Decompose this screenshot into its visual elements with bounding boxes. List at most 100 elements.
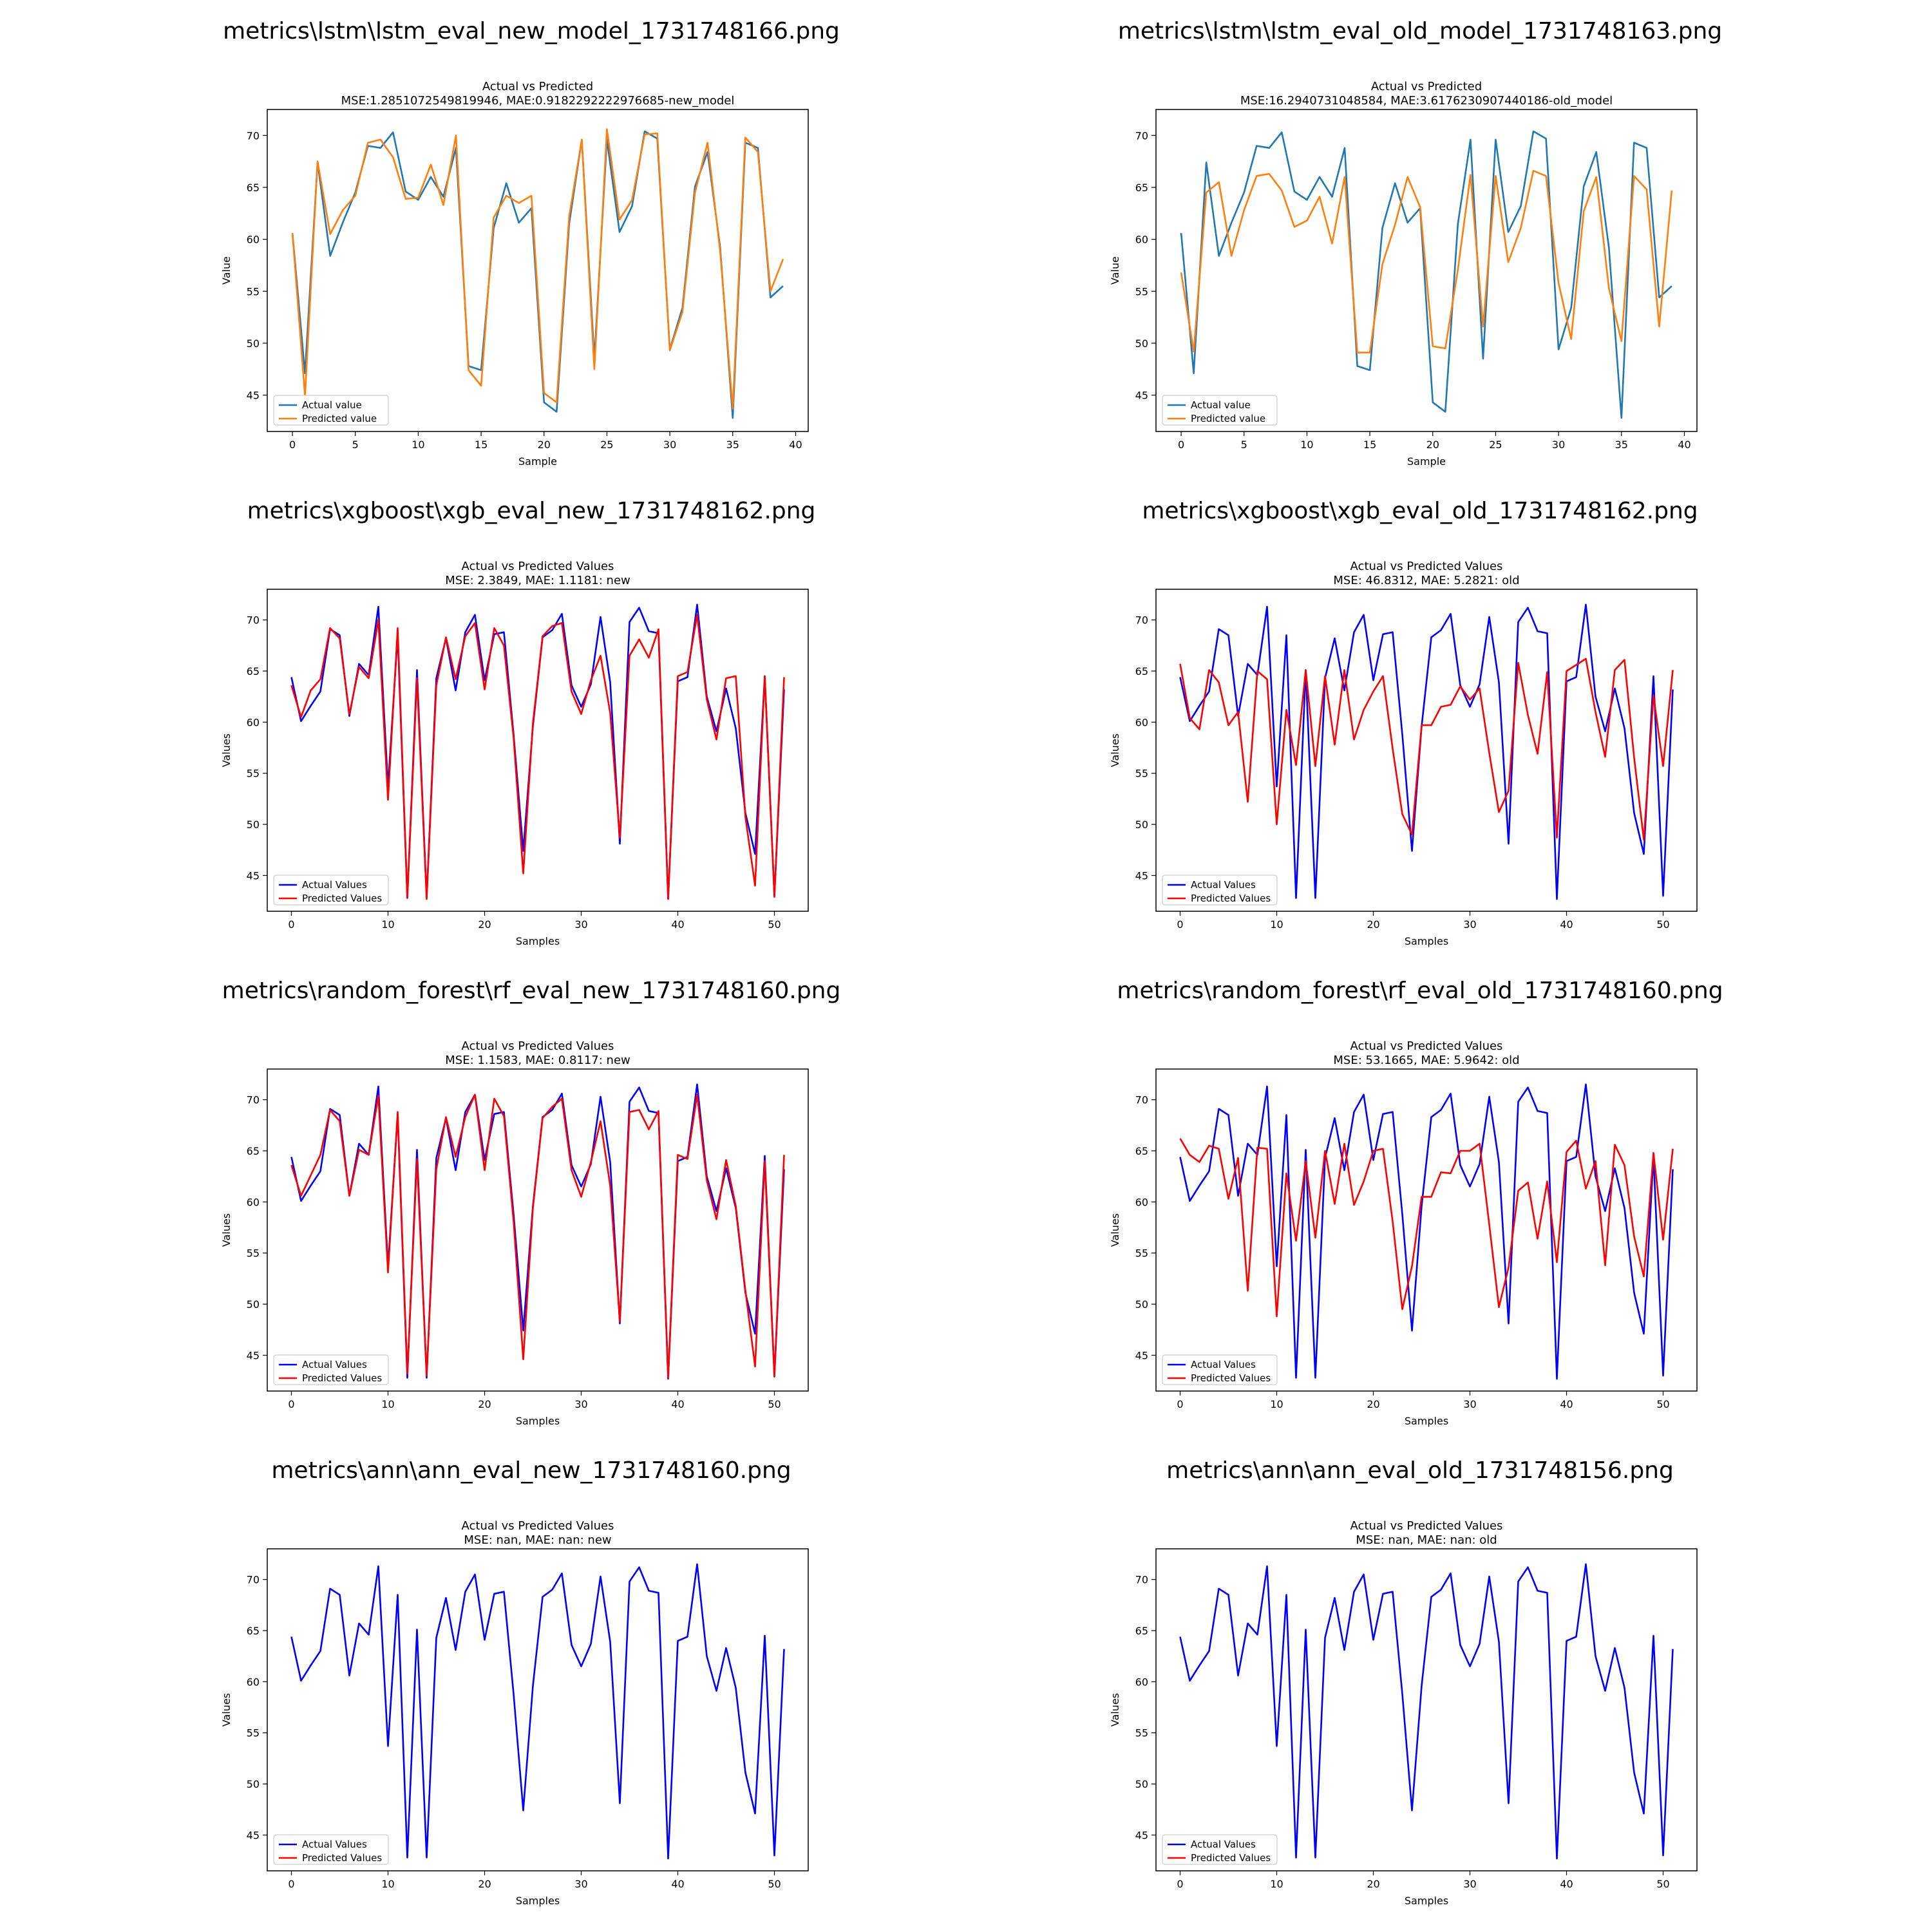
chart-panel-lstm-new: metrics\lstm\lstm_eval_new_model_1731748… <box>68 0 995 480</box>
panel-file-title: metrics\lstm\lstm_eval_old_model_1731748… <box>1117 18 1723 44</box>
chart-subtitle: MSE: 2.3849, MAE: 1.1181: new <box>445 574 630 587</box>
chart-subtitle: MSE: 1.1583, MAE: 0.8117: new <box>445 1054 630 1067</box>
x-tick-label: 35 <box>726 439 739 451</box>
series-line-actual <box>1179 1563 1674 1860</box>
y-axis-label: Value <box>220 256 232 285</box>
legend-entry: Actual Values <box>302 1839 367 1850</box>
legend-entry: Actual value <box>302 399 362 411</box>
legend-box <box>1162 1354 1278 1385</box>
chart-title: Actual vs Predicted Values <box>462 1039 614 1053</box>
x-tick-label: 50 <box>768 1878 781 1890</box>
chart-subtitle: MSE: 53.1665, MAE: 5.9642: old <box>1333 1054 1519 1067</box>
y-tick-label: 70 <box>1135 1094 1148 1106</box>
x-tick-label: 10 <box>1270 1878 1283 1890</box>
y-tick-label: 50 <box>247 819 260 831</box>
x-tick-label: 50 <box>768 918 781 931</box>
plot-frame <box>267 589 809 912</box>
chart-title: Actual vs Predicted <box>1371 80 1482 93</box>
y-tick-label: 50 <box>1135 819 1148 831</box>
y-tick-label: 55 <box>247 1247 260 1260</box>
x-tick-label: 15 <box>1363 439 1376 451</box>
y-tick-label: 60 <box>247 716 260 728</box>
x-axis-label: Sample <box>1407 455 1446 468</box>
legend-entry: Predicted Values <box>1191 1372 1271 1384</box>
y-tick-label: 50 <box>1135 337 1148 350</box>
x-tick-label: 40 <box>789 439 802 451</box>
x-tick-label: 30 <box>574 1878 587 1890</box>
legend-entry: Actual Values <box>1191 1359 1256 1370</box>
x-tick-label: 40 <box>671 1878 684 1890</box>
legend: Actual value Predicted value <box>273 395 389 426</box>
legend: Actual Values Predicted Values <box>1162 875 1278 905</box>
y-tick-label: 65 <box>247 1145 260 1157</box>
x-tick-label: 10 <box>1270 918 1283 931</box>
y-tick-label: 60 <box>1135 1196 1148 1208</box>
x-tick-label: 20 <box>1367 1398 1379 1410</box>
x-tick-label: 20 <box>478 1878 491 1890</box>
x-tick-label: 50 <box>1656 1398 1669 1410</box>
y-tick-label: 70 <box>1135 129 1148 142</box>
series-line-predicted <box>1179 1138 1674 1318</box>
x-tick-label: 20 <box>1367 918 1379 931</box>
x-tick-label: 30 <box>1463 918 1476 931</box>
x-tick-label: 30 <box>663 439 676 451</box>
y-axis-label: Values <box>220 734 232 767</box>
chart-title: Actual vs Predicted Values <box>462 1519 614 1533</box>
y-tick-label: 65 <box>1135 665 1148 677</box>
y-tick-label: 65 <box>247 182 260 194</box>
x-tick-label: 0 <box>1177 918 1183 931</box>
chart-title: Actual vs Predicted Values <box>1350 560 1503 573</box>
y-axis-label: Values <box>220 1693 232 1727</box>
x-tick-label: 40 <box>1560 918 1573 931</box>
x-tick-label: 40 <box>1678 439 1690 451</box>
x-tick-label: 20 <box>478 1398 491 1410</box>
panel-file-title: metrics\ann\ann_eval_new_1731748160.png <box>271 1457 791 1484</box>
series-line-predicted <box>290 614 785 900</box>
x-axis-label: Samples <box>516 935 560 947</box>
legend-box <box>273 395 389 426</box>
chart-subtitle: MSE: nan, MAE: nan: old <box>1356 1533 1497 1547</box>
legend: Actual Values Predicted Values <box>1162 1354 1278 1385</box>
x-tick-label: 25 <box>600 439 613 451</box>
y-tick-label: 70 <box>1135 1574 1148 1586</box>
x-tick-label: 0 <box>288 918 294 931</box>
y-tick-label: 55 <box>1135 1727 1148 1739</box>
legend: Actual Values Predicted Values <box>273 1354 389 1385</box>
legend-entry: Actual Values <box>1191 879 1256 891</box>
legend-box <box>1162 1834 1278 1865</box>
legend-box <box>273 875 389 905</box>
x-tick-label: 5 <box>352 439 359 451</box>
x-tick-label: 30 <box>1552 439 1565 451</box>
y-tick-label: 45 <box>1135 869 1148 882</box>
x-tick-label: 30 <box>574 1398 587 1410</box>
y-tick-label: 70 <box>247 1574 260 1586</box>
y-tick-label: 55 <box>1135 1247 1148 1260</box>
chart-lstm-old: Actual vs PredictedMSE:16.2940731048584,… <box>1109 80 1698 468</box>
y-tick-label: 70 <box>247 614 260 627</box>
chart-subtitle: MSE: nan, MAE: nan: new <box>464 1533 611 1547</box>
series-line-actual <box>1179 1083 1674 1380</box>
legend-entry: Actual Values <box>302 1359 367 1370</box>
panel-file-title: metrics\ann\ann_eval_old_1731748156.png <box>1166 1457 1674 1484</box>
x-tick-label: 50 <box>1656 918 1669 931</box>
y-tick-label: 55 <box>247 768 260 780</box>
y-tick-label: 55 <box>1135 768 1148 780</box>
chart-title: Actual vs Predicted <box>482 80 593 93</box>
series-line-actual <box>1179 603 1674 900</box>
series-line-predicted <box>1179 658 1674 841</box>
y-tick-label: 45 <box>247 1829 260 1841</box>
series-line-actual <box>290 1563 785 1860</box>
plot-frame <box>267 109 809 432</box>
legend-entry: Predicted Values <box>302 893 382 904</box>
x-tick-label: 40 <box>1560 1878 1573 1890</box>
chart-panel-ann-old: metrics\ann\ann_eval_old_1731748156.png … <box>956 1439 1884 1919</box>
panel-file-title: metrics\random_forest\rf_eval_new_173174… <box>222 978 841 1004</box>
x-axis-label: Samples <box>516 1415 560 1427</box>
y-axis-label: Values <box>1109 1693 1121 1727</box>
x-tick-label: 50 <box>1656 1878 1669 1890</box>
y-tick-label: 55 <box>247 285 260 298</box>
